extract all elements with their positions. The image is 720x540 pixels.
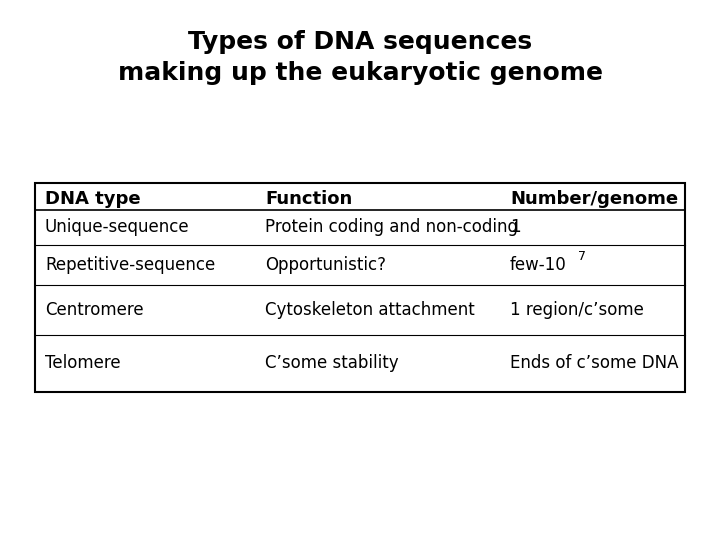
Text: Types of DNA sequences
making up the eukaryotic genome: Types of DNA sequences making up the euk… — [117, 30, 603, 85]
Text: DNA type: DNA type — [45, 191, 140, 208]
Text: Protein coding and non-coding: Protein coding and non-coding — [265, 219, 518, 237]
Text: Number/genome: Number/genome — [510, 191, 678, 208]
Text: Cytoskeleton attachment: Cytoskeleton attachment — [265, 301, 474, 319]
Text: few-10: few-10 — [510, 256, 567, 274]
Text: Ends of c’some DNA: Ends of c’some DNA — [510, 354, 678, 373]
Text: Unique-sequence: Unique-sequence — [45, 219, 189, 237]
Text: 7: 7 — [578, 251, 586, 264]
Text: Repetitive-sequence: Repetitive-sequence — [45, 256, 215, 274]
Text: Telomere: Telomere — [45, 354, 121, 373]
Text: 1 region/c’some: 1 region/c’some — [510, 301, 644, 319]
Text: C’some stability: C’some stability — [265, 354, 399, 373]
Bar — [35, 183, 685, 392]
Text: Opportunistic?: Opportunistic? — [265, 256, 386, 274]
Text: 1: 1 — [510, 219, 521, 237]
Text: Centromere: Centromere — [45, 301, 143, 319]
Text: Function: Function — [265, 191, 352, 208]
